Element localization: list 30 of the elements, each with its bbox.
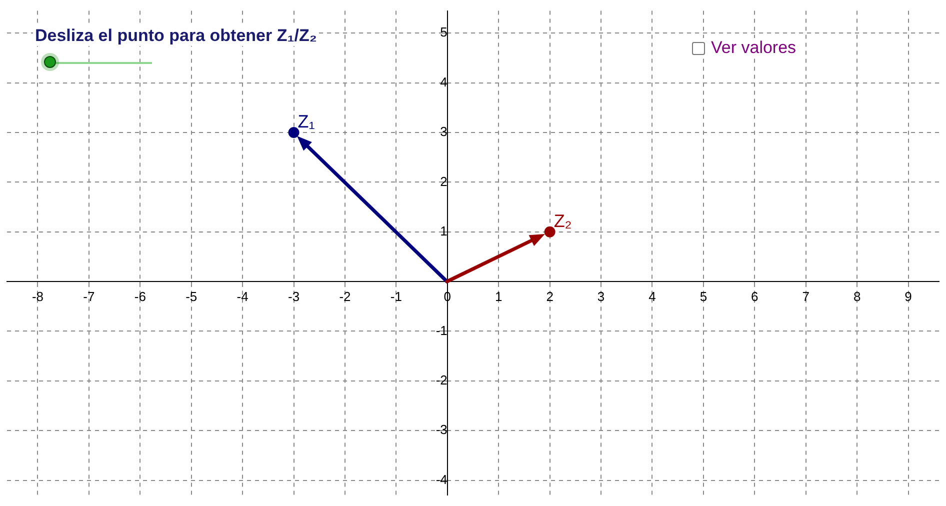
- y-tick-label: -4: [436, 472, 448, 487]
- y-tick-label: -2: [436, 372, 448, 388]
- series-label: Z₁: [298, 111, 315, 132]
- y-tick-label: 3: [440, 124, 448, 140]
- x-tick-label: -8: [32, 288, 44, 304]
- x-tick-label: 4: [648, 288, 656, 304]
- x-tick-label: -6: [134, 288, 146, 304]
- annotation: Ver valores: [711, 38, 796, 58]
- x-tick-label: -7: [83, 288, 95, 304]
- series-label: Z₂: [554, 210, 572, 231]
- x-tick-label: -5: [186, 288, 198, 304]
- y-tick-label: 5: [440, 24, 448, 40]
- y-tick-label: 4: [440, 74, 448, 90]
- x-tick-label: -2: [339, 288, 351, 304]
- x-tick-label: 6: [751, 288, 758, 304]
- x-tick-label: 2: [546, 288, 554, 304]
- x-tick-label: 8: [853, 288, 861, 304]
- y-tick-label: -1: [436, 322, 448, 338]
- y-tick-label: 1: [440, 223, 448, 238]
- y-tick-label: -3: [436, 422, 448, 438]
- x-tick-label: 5: [700, 288, 708, 304]
- x-tick-label: -4: [236, 288, 248, 304]
- x-tick-label: 9: [904, 288, 912, 304]
- x-tick-label: 1: [494, 288, 502, 304]
- text: Desliza el punto para obtener Z₁/Z₂: [33, 26, 319, 46]
- x-tick-label: -3: [288, 288, 300, 304]
- x-tick-label: -1: [390, 288, 402, 304]
- x-tick-label: 7: [802, 288, 810, 304]
- x-tick-label: 3: [597, 288, 605, 304]
- y-tick-label: 2: [440, 174, 448, 189]
